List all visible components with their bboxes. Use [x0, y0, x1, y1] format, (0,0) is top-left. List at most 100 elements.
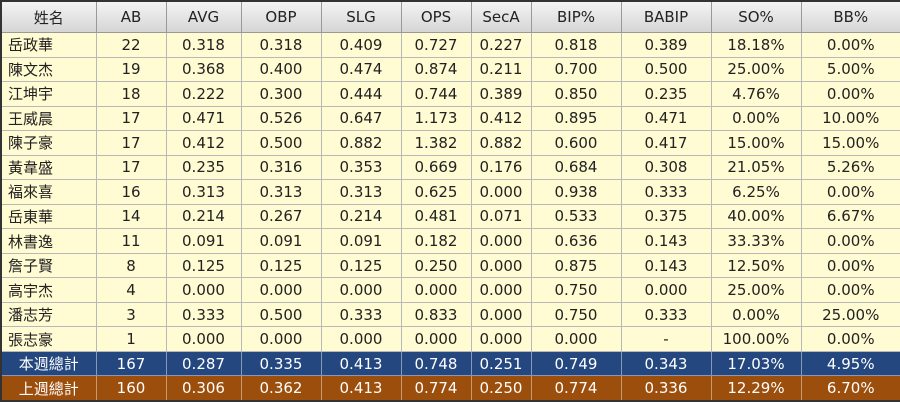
stat-cell: 0.938	[530, 179, 622, 205]
stat-cell: 0.882	[320, 130, 402, 156]
header-cell: BB%	[800, 0, 900, 33]
name-cell: 高宇杰	[0, 277, 97, 303]
stat-cell: 0.000	[470, 179, 532, 205]
stat-cell: 0.600	[530, 130, 622, 156]
stat-cell: 0.774	[530, 375, 622, 402]
stat-cell: 12.29%	[710, 375, 802, 402]
stat-cell: 0.313	[320, 179, 402, 205]
player-row: 王威晨 17 0.471 0.526 0.647 1.173 0.412 0.895 0.471…	[0, 105, 900, 132]
player-row: 福來喜 16 0.313 0.313 0.313 0.625 0.000 0.938 0.333…	[0, 179, 900, 205]
stat-cell: 0.874	[400, 56, 472, 83]
stat-cell: 0.000	[165, 326, 242, 352]
stat-cell: 0.125	[240, 252, 322, 279]
stat-cell: 0.343	[620, 350, 712, 377]
stat-cell: 0.235	[165, 154, 242, 181]
stat-cell: 0.313	[165, 179, 242, 205]
stat-cell: 0.000	[470, 252, 532, 279]
stat-cell: 10.00%	[800, 105, 900, 132]
stat-cell: 0.500	[620, 56, 712, 83]
stat-cell: 0.625	[400, 179, 472, 205]
stat-cell: 0.00%	[800, 32, 900, 58]
stat-cell: 4	[95, 277, 167, 303]
stat-cell: 0.000	[320, 277, 402, 303]
stat-cell: 0.300	[240, 81, 322, 107]
stat-cell: 21.05%	[710, 154, 802, 181]
header-row: 姓名 AB AVG OBP SLG OPS SecA BIP% BABIP SO% BB%	[0, 0, 900, 33]
stat-cell: 1.382	[400, 130, 472, 156]
name-cell: 岳政華	[0, 32, 97, 58]
stat-cell: 1.173	[400, 105, 472, 132]
stat-cell: 0.00%	[800, 326, 900, 352]
header-cell: BIP%	[530, 0, 622, 33]
stat-cell: 0.000	[400, 277, 472, 303]
stat-cell: 0.214	[320, 203, 402, 230]
stat-cell: 0.833	[400, 301, 472, 328]
stat-cell: 0.000	[620, 277, 712, 303]
stat-cell: 11	[95, 228, 167, 254]
stat-cell: 0.214	[165, 203, 242, 230]
stat-cell: 0.333	[165, 301, 242, 328]
stat-cell: 160	[95, 375, 167, 402]
stat-cell: 33.33%	[710, 228, 802, 254]
stat-cell: 40.00%	[710, 203, 802, 230]
header-cell: SO%	[710, 0, 802, 33]
stat-cell: 0.00%	[800, 277, 900, 303]
name-cell: 陳子豪	[0, 130, 97, 156]
stat-cell: 17	[95, 154, 167, 181]
total-row: 上週總計 160 0.306 0.362 0.413 0.774 0.250 0.774 0.3…	[0, 375, 900, 402]
player-row: 岳東華 14 0.214 0.267 0.214 0.481 0.071 0.533 0.375…	[0, 203, 900, 230]
name-cell: 岳東華	[0, 203, 97, 230]
stat-cell: 0.000	[530, 326, 622, 352]
stat-cell: 0.000	[240, 277, 322, 303]
stat-cell: 22	[95, 32, 167, 58]
stat-cell: 5.00%	[800, 56, 900, 83]
stat-cell: 15.00%	[710, 130, 802, 156]
stat-cell: 0.000	[400, 326, 472, 352]
stat-cell: 0.335	[240, 350, 322, 377]
player-row: 陳子豪 17 0.412 0.500 0.882 1.382 0.882 0.600 0.417…	[0, 130, 900, 156]
stat-cell: 0.333	[620, 301, 712, 328]
stat-cell: 0.333	[320, 301, 402, 328]
stat-cell: 0.413	[320, 375, 402, 402]
stat-cell: 0.400	[240, 56, 322, 83]
stat-cell: 0.500	[240, 130, 322, 156]
stat-cell: 0.882	[470, 130, 532, 156]
header-cell: AB	[95, 0, 167, 33]
stat-cell: 14	[95, 203, 167, 230]
stat-cell: 0.125	[320, 252, 402, 279]
player-row: 陳文杰 19 0.368 0.400 0.474 0.874 0.211 0.700 0.500…	[0, 56, 900, 83]
stat-cell: 0.647	[320, 105, 402, 132]
stat-cell: 0.500	[240, 301, 322, 328]
stat-cell: 0.091	[165, 228, 242, 254]
stat-cell: 0.471	[165, 105, 242, 132]
stat-cell: 0.412	[470, 105, 532, 132]
stat-cell: 0.749	[530, 350, 622, 377]
header-cell: OBP	[240, 0, 322, 33]
player-row: 潘志芳 3 0.333 0.500 0.333 0.833 0.000 0.750 0.333 0…	[0, 301, 900, 328]
stat-cell: 0.235	[620, 81, 712, 107]
stat-cell: 0.684	[530, 154, 622, 181]
stat-cell: 12.50%	[710, 252, 802, 279]
stat-cell: 0.313	[240, 179, 322, 205]
stat-cell: 0.375	[620, 203, 712, 230]
stat-cell: 0.368	[165, 56, 242, 83]
header-cell: SLG	[320, 0, 402, 33]
stat-cell: 0.071	[470, 203, 532, 230]
stat-cell: 0.227	[470, 32, 532, 58]
stat-cell: 4.76%	[710, 81, 802, 107]
stat-cell: 0.389	[470, 81, 532, 107]
stat-cell: 6.70%	[800, 375, 900, 402]
stat-cell: 0.353	[320, 154, 402, 181]
stat-cell: 0.00%	[800, 252, 900, 279]
header-cell: BABIP	[620, 0, 712, 33]
stat-cell: 0.727	[400, 32, 472, 58]
name-cell: 詹子賢	[0, 252, 97, 279]
stat-cell: 0.850	[530, 81, 622, 107]
stat-cell: 17	[95, 130, 167, 156]
stat-cell: 0.00%	[710, 105, 802, 132]
stat-cell: 0.444	[320, 81, 402, 107]
stat-cell: 25.00%	[800, 301, 900, 328]
stat-cell: 0.287	[165, 350, 242, 377]
stat-cell: 0.471	[620, 105, 712, 132]
stat-cell: 0.362	[240, 375, 322, 402]
